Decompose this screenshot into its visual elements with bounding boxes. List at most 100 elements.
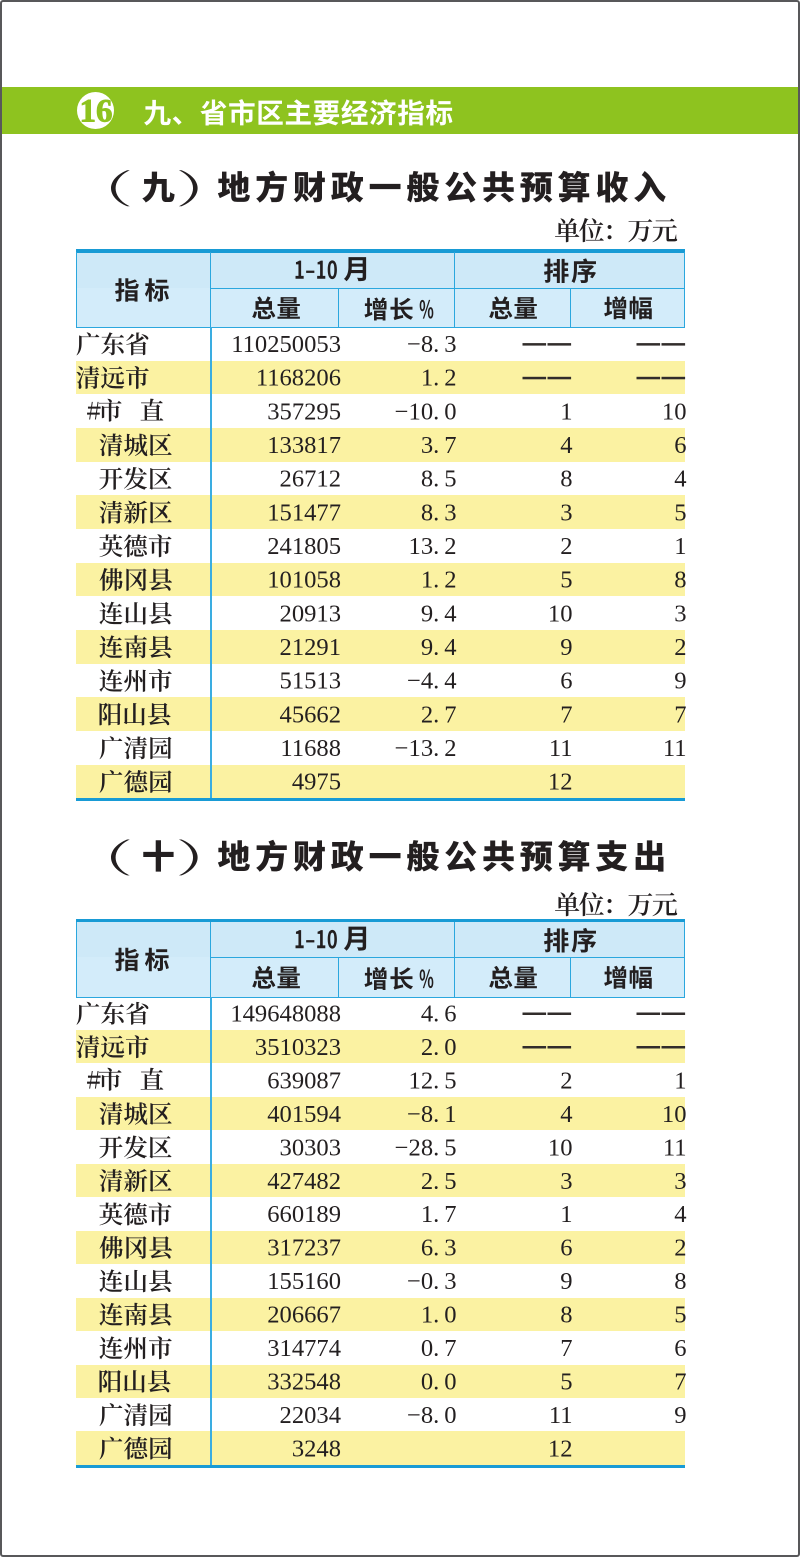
svg-text:1. 7: 1. 7 — [421, 1201, 457, 1228]
svg-text:3. 7: 3. 7 — [421, 432, 457, 459]
svg-text:3: 3 — [560, 1168, 572, 1195]
svg-text:9. 4: 9. 4 — [421, 600, 457, 627]
svg-text:3: 3 — [674, 1168, 686, 1195]
svg-text:21291: 21291 — [280, 634, 341, 661]
svg-text:3: 3 — [560, 499, 572, 526]
svg-text:401594: 401594 — [267, 1101, 341, 1128]
svg-text:2: 2 — [560, 1067, 572, 1094]
svg-text:12: 12 — [548, 769, 573, 796]
svg-text:133817: 133817 — [267, 432, 341, 459]
svg-text:6. 3: 6. 3 — [421, 1235, 457, 1262]
svg-text:9: 9 — [674, 1402, 686, 1429]
svg-text:9. 4: 9. 4 — [421, 634, 457, 661]
svg-text:2: 2 — [674, 634, 686, 661]
svg-text:−4. 4: −4. 4 — [407, 668, 457, 695]
svg-text:5: 5 — [674, 1302, 686, 1329]
svg-text:110250053: 110250053 — [231, 331, 341, 358]
svg-text:8. 3: 8. 3 — [421, 499, 457, 526]
svg-text:7: 7 — [560, 701, 572, 728]
svg-text:6: 6 — [560, 1235, 572, 1262]
svg-text:10: 10 — [548, 600, 573, 627]
svg-text:6: 6 — [560, 668, 572, 695]
svg-text:13. 2: 13. 2 — [409, 533, 457, 560]
svg-text:2: 2 — [674, 1235, 686, 1262]
svg-text:314774: 314774 — [267, 1335, 341, 1362]
svg-text:101058: 101058 — [267, 567, 341, 594]
svg-text:6: 6 — [674, 432, 686, 459]
svg-text:12: 12 — [548, 1435, 573, 1462]
svg-text:5: 5 — [674, 499, 686, 526]
svg-text:−0. 3: −0. 3 — [407, 1268, 457, 1295]
svg-text:9: 9 — [560, 634, 572, 661]
svg-text:149648088: 149648088 — [230, 1001, 341, 1028]
svg-text:10: 10 — [662, 1101, 687, 1128]
svg-text:22034: 22034 — [280, 1402, 341, 1429]
svg-text:−8. 1: −8. 1 — [407, 1101, 457, 1128]
svg-text:10: 10 — [548, 1134, 573, 1161]
svg-text:3510323: 3510323 — [255, 1034, 341, 1061]
svg-text:1. 0: 1. 0 — [421, 1302, 457, 1329]
svg-text:20913: 20913 — [280, 600, 341, 627]
svg-text:7: 7 — [674, 1369, 686, 1396]
svg-text:2: 2 — [560, 533, 572, 560]
svg-text:9: 9 — [674, 668, 686, 695]
svg-text:1168206: 1168206 — [256, 365, 341, 392]
svg-text:5: 5 — [560, 567, 572, 594]
svg-text:7: 7 — [560, 1335, 572, 1362]
svg-text:1. 2: 1. 2 — [421, 365, 457, 392]
svg-text:4: 4 — [560, 432, 572, 459]
svg-text:−8. 0: −8. 0 — [407, 1402, 457, 1429]
svg-text:427482: 427482 — [267, 1168, 341, 1195]
svg-text:1: 1 — [674, 1067, 686, 1094]
svg-text:4. 6: 4. 6 — [421, 1001, 457, 1028]
svg-text:51513: 51513 — [280, 668, 341, 695]
svg-text:4: 4 — [674, 466, 686, 493]
svg-text:4: 4 — [674, 1201, 686, 1228]
svg-text:241805: 241805 — [267, 533, 341, 560]
svg-text:4975: 4975 — [292, 769, 341, 796]
svg-text:2. 5: 2. 5 — [421, 1168, 457, 1195]
svg-text:317237: 317237 — [267, 1235, 341, 1262]
svg-text:2. 7: 2. 7 — [421, 701, 457, 728]
svg-text:45662: 45662 — [280, 701, 341, 728]
svg-text:−10. 0: −10. 0 — [395, 398, 457, 425]
svg-text:151477: 151477 — [267, 499, 341, 526]
svg-text:3: 3 — [674, 600, 686, 627]
svg-text:8: 8 — [674, 1268, 686, 1295]
svg-text:26712: 26712 — [280, 466, 341, 493]
svg-text:660189: 660189 — [267, 1201, 341, 1228]
svg-text:16: 16 — [80, 93, 113, 129]
svg-text:2. 0: 2. 0 — [421, 1034, 457, 1061]
svg-text:5: 5 — [560, 1369, 572, 1396]
svg-text:4: 4 — [560, 1101, 572, 1128]
svg-text:12. 5: 12. 5 — [409, 1067, 457, 1094]
svg-text:357295: 357295 — [267, 398, 341, 425]
svg-text:155160: 155160 — [267, 1268, 341, 1295]
svg-text:8: 8 — [560, 1302, 572, 1329]
svg-text:332548: 332548 — [267, 1369, 341, 1396]
svg-text:30303: 30303 — [280, 1134, 341, 1161]
svg-text:206667: 206667 — [267, 1302, 341, 1329]
svg-text:11688: 11688 — [280, 735, 341, 762]
svg-text:0. 7: 0. 7 — [421, 1335, 457, 1362]
svg-text:11: 11 — [549, 735, 573, 762]
svg-text:−28. 5: −28. 5 — [395, 1134, 457, 1161]
svg-text:1: 1 — [674, 533, 686, 560]
svg-text:−8. 3: −8. 3 — [407, 331, 457, 358]
svg-text:1: 1 — [560, 1201, 572, 1228]
svg-text:1. 2: 1. 2 — [421, 567, 457, 594]
svg-text:−13. 2: −13. 2 — [395, 735, 457, 762]
svg-text:8. 5: 8. 5 — [421, 466, 457, 493]
svg-text:8: 8 — [674, 567, 686, 594]
svg-text:7: 7 — [674, 701, 686, 728]
svg-text:0. 0: 0. 0 — [421, 1369, 457, 1396]
svg-text:11: 11 — [663, 735, 687, 762]
svg-text:11: 11 — [663, 1134, 687, 1161]
svg-text:639087: 639087 — [267, 1067, 341, 1094]
svg-text:10: 10 — [662, 398, 687, 425]
svg-text:6: 6 — [674, 1335, 686, 1362]
svg-text:8: 8 — [560, 466, 572, 493]
svg-text:3248: 3248 — [292, 1435, 341, 1462]
svg-text:1: 1 — [560, 398, 572, 425]
svg-text:11: 11 — [549, 1402, 573, 1429]
